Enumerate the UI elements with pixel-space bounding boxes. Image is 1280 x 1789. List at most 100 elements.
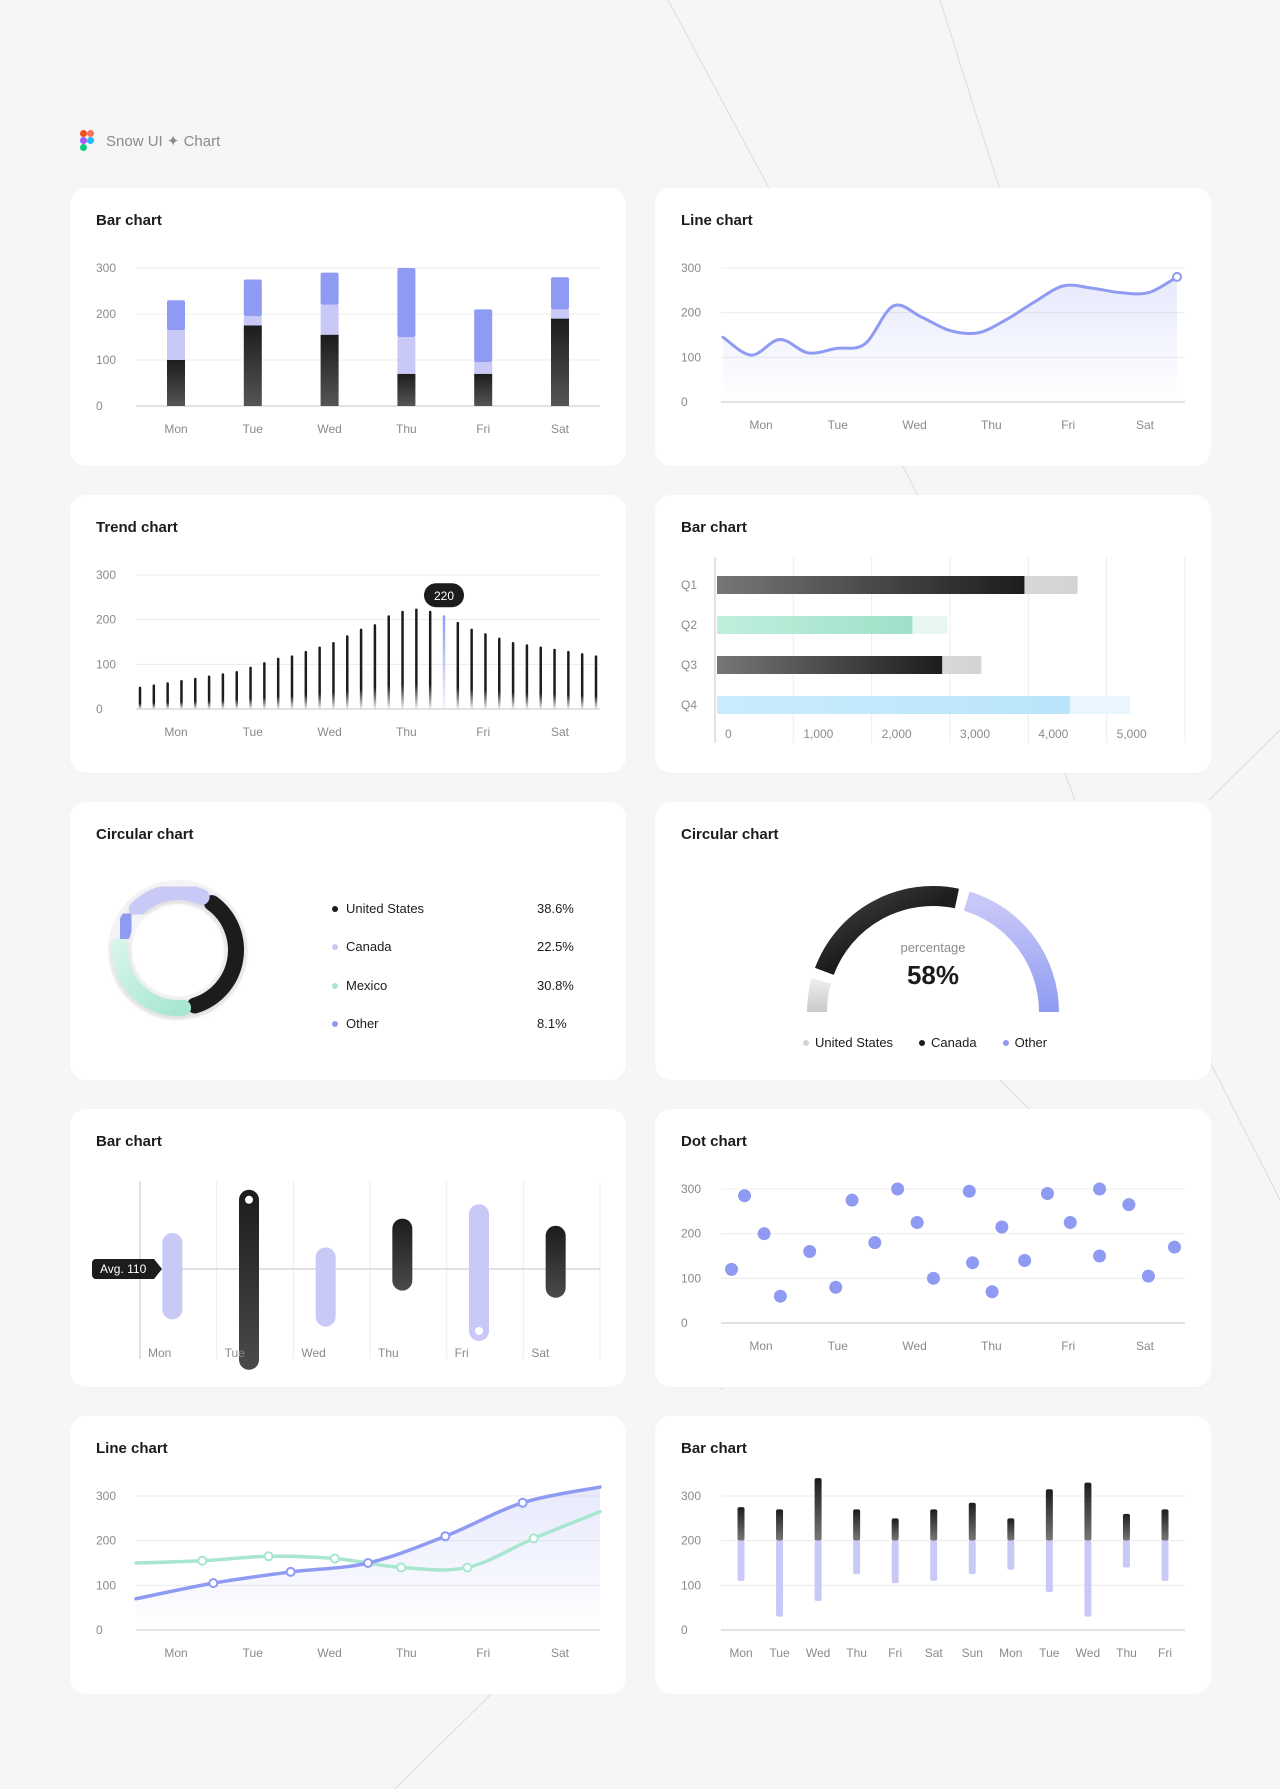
x-tick-label: Fri: [476, 725, 490, 739]
upper-bar: [1007, 1518, 1015, 1541]
trend-bar: [332, 642, 335, 709]
upper-bar: [968, 1502, 976, 1541]
legend-value: 22.5%: [537, 939, 574, 954]
data-point: [197, 1555, 208, 1566]
y-tick-label: 0: [681, 1316, 688, 1330]
series-line: [721, 275, 1179, 357]
data-point: [528, 1533, 539, 1544]
y-tick-label: Q1: [681, 578, 697, 592]
x-tick-label: Thu: [1116, 1646, 1137, 1660]
upper-bar: [1045, 1489, 1053, 1541]
average-label: Avg. 110: [100, 1262, 147, 1276]
multi-line-chart: 0 100 200 300 Mon Tue Wed Thu Fri Sat: [96, 1485, 602, 1660]
y-tick-label: 100: [681, 350, 701, 364]
bar-segment: [320, 334, 339, 406]
legend-label: Canada: [346, 939, 392, 954]
y-tick-label: 0: [681, 395, 688, 409]
tooltip-bubble: [424, 583, 464, 608]
legend-value: 38.6%: [537, 901, 574, 916]
chart-card-horizontal-bar: Bar chart 0 1,000 2,000 3,000 4,000 5,000 Q1 Q2…: [655, 495, 1211, 773]
legend-label: Other: [1014, 1035, 1048, 1050]
legend-dot: [332, 982, 338, 989]
legend-item: Canada: [919, 1035, 977, 1050]
trend-bar: [359, 628, 363, 709]
data-point: [1018, 1253, 1032, 1267]
chart-card-diverging-bar: Bar chart 0 100 200 300 Mon Tue Wed Thu Fri Sat Su…: [655, 1416, 1211, 1694]
diverging-bar-chart: 0 100 200 300 Mon Tue Wed Thu Fri Sat Sun Mon Tue Wed…: [681, 1478, 1185, 1660]
y-tick-label: 200: [96, 1534, 116, 1548]
x-tick-label: Wed: [317, 422, 341, 436]
x-tick-label: 4,000: [1038, 727, 1068, 741]
trend-bar: [276, 657, 280, 709]
trend-bar: [498, 637, 501, 709]
trend-bar: [290, 655, 294, 709]
data-point: [773, 1289, 787, 1303]
upper-bar: [737, 1507, 745, 1541]
upper-bar: [891, 1518, 899, 1541]
x-tick-label: Tue: [225, 1346, 246, 1360]
bar-segment: [397, 268, 416, 337]
trend-bar: [456, 621, 460, 709]
x-tick-label: Wed: [902, 418, 926, 432]
bar-segment: [551, 318, 569, 406]
y-tick-label: 300: [96, 261, 116, 275]
x-tick-label: Sat: [531, 1346, 550, 1360]
x-tick-label: Mon: [164, 422, 187, 436]
data-point: [329, 1553, 340, 1564]
gauge-legend: United States Canada Other: [803, 1035, 1047, 1050]
bar-segment: [243, 279, 262, 317]
upper-bar: [930, 1509, 938, 1541]
bar: [717, 616, 913, 634]
y-tick-label: 300: [681, 1489, 701, 1503]
bar-segment: [474, 362, 493, 374]
data-point: [985, 1285, 999, 1299]
donut-slice: [112, 937, 192, 1016]
y-tick-label: Q3: [681, 658, 697, 672]
data-point: [1167, 1240, 1181, 1254]
lower-bar: [1084, 1540, 1092, 1617]
data-point: [285, 1566, 296, 1577]
figma-logo-icon: [80, 130, 94, 151]
legend-dot: [919, 1039, 926, 1046]
x-tick-label: 1,000: [803, 727, 833, 741]
upper-bar: [1161, 1509, 1169, 1541]
x-tick-label: Mon: [729, 1646, 752, 1660]
range-bar: [469, 1204, 489, 1341]
lower-bar: [1045, 1540, 1053, 1593]
x-tick-label: Tue: [828, 418, 849, 432]
gauge-chart: [807, 886, 1059, 1013]
range-marker: [475, 1327, 483, 1335]
trend-bar: [567, 650, 570, 709]
chart-title: Line chart: [96, 1440, 168, 1457]
lower-bar: [853, 1540, 861, 1575]
x-tick-label: Fri: [1061, 1339, 1075, 1353]
lower-bar: [1007, 1540, 1015, 1570]
x-tick-label: Thu: [396, 725, 417, 739]
x-tick-label: Mon: [164, 1646, 187, 1660]
trend-bar: [235, 671, 238, 709]
chart-card-donut: Circular chart United States 38.6% Canad…: [70, 802, 626, 1080]
chart-card-trend: Trend chart 0 100 200 300 Mon Tue Wed Thu Fri Sat…: [70, 495, 626, 773]
trend-bar: [387, 615, 390, 709]
line-area: [723, 276, 1177, 402]
x-tick-label: Wed: [1076, 1646, 1100, 1660]
x-tick-label: Thu: [846, 1646, 867, 1660]
chart-title: Circular chart: [96, 826, 194, 843]
chart-title: Circular chart: [681, 826, 779, 843]
legend-value: 8.1%: [537, 1016, 567, 1031]
trend-bar: [346, 635, 349, 709]
bar-segment: [167, 360, 185, 406]
y-tick-label: 200: [681, 1227, 701, 1241]
upper-bar: [1084, 1482, 1092, 1541]
data-point: [1063, 1216, 1077, 1229]
donut-slice: [186, 895, 244, 1014]
trend-bar: [525, 644, 529, 709]
trend-bar: [442, 615, 446, 709]
y-tick-label: 0: [96, 1623, 103, 1637]
y-tick-label: 0: [681, 1623, 688, 1637]
lower-bar: [776, 1540, 784, 1617]
data-point: [868, 1236, 882, 1250]
data-point: [926, 1271, 940, 1285]
gauge-center-value: 58%: [906, 960, 960, 990]
